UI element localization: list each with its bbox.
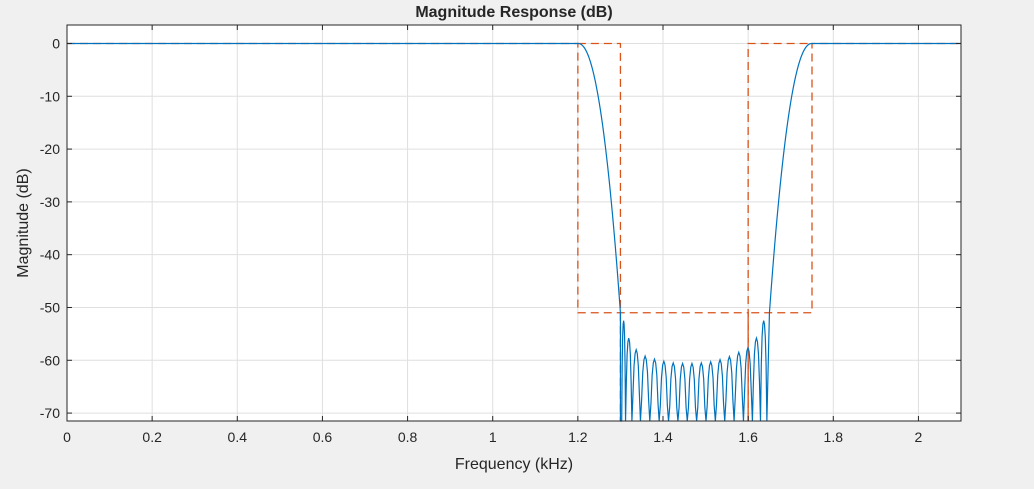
x-axis-label: Frequency (kHz): [455, 456, 573, 473]
response-line: [67, 42, 961, 422]
x-tick-label: 0.6: [313, 429, 333, 445]
x-tick-label: 0: [63, 429, 71, 445]
x-tick-label: 2: [915, 429, 923, 445]
response-curve: [67, 42, 961, 422]
spec-mask: [67, 42, 961, 421]
x-tick-label: 1.6: [738, 429, 758, 445]
x-tick-label: 1.2: [568, 429, 588, 445]
x-axis-ticks: 0 0.2 0.4 0.6 0.8 1 1.2 1.4 1.6 1.8 2: [63, 25, 923, 445]
plot-frame: [66, 24, 962, 422]
y-tick-label: 0: [52, 35, 60, 51]
mask-segment: [577, 42, 622, 421]
y-tick-label: -40: [40, 247, 60, 263]
y-tick-label: -60: [40, 352, 60, 368]
mask-segment: [747, 42, 812, 421]
x-tick-label: 0.2: [142, 429, 162, 445]
y-tick-label: -10: [40, 88, 60, 104]
y-axis-ticks: 0 -10 -20 -30 -40 -50 -60 -70: [40, 35, 961, 421]
x-tick-label: 1.8: [824, 429, 844, 445]
x-tick-label: 0.4: [228, 429, 248, 445]
chart-title: Magnitude Response (dB): [415, 4, 612, 21]
x-tick-label: 0.8: [398, 429, 418, 445]
y-tick-label: -20: [40, 141, 60, 157]
y-tick-label: -70: [40, 405, 60, 421]
plot-area: [67, 25, 961, 421]
x-tick-label: 1.4: [653, 429, 673, 445]
mask-line: [67, 42, 961, 421]
x-tick-label: 1: [489, 429, 497, 445]
y-axis-label: Magnitude (dB): [15, 168, 32, 277]
y-tick-label: -50: [40, 299, 60, 315]
y-tick-label: -30: [40, 194, 60, 210]
